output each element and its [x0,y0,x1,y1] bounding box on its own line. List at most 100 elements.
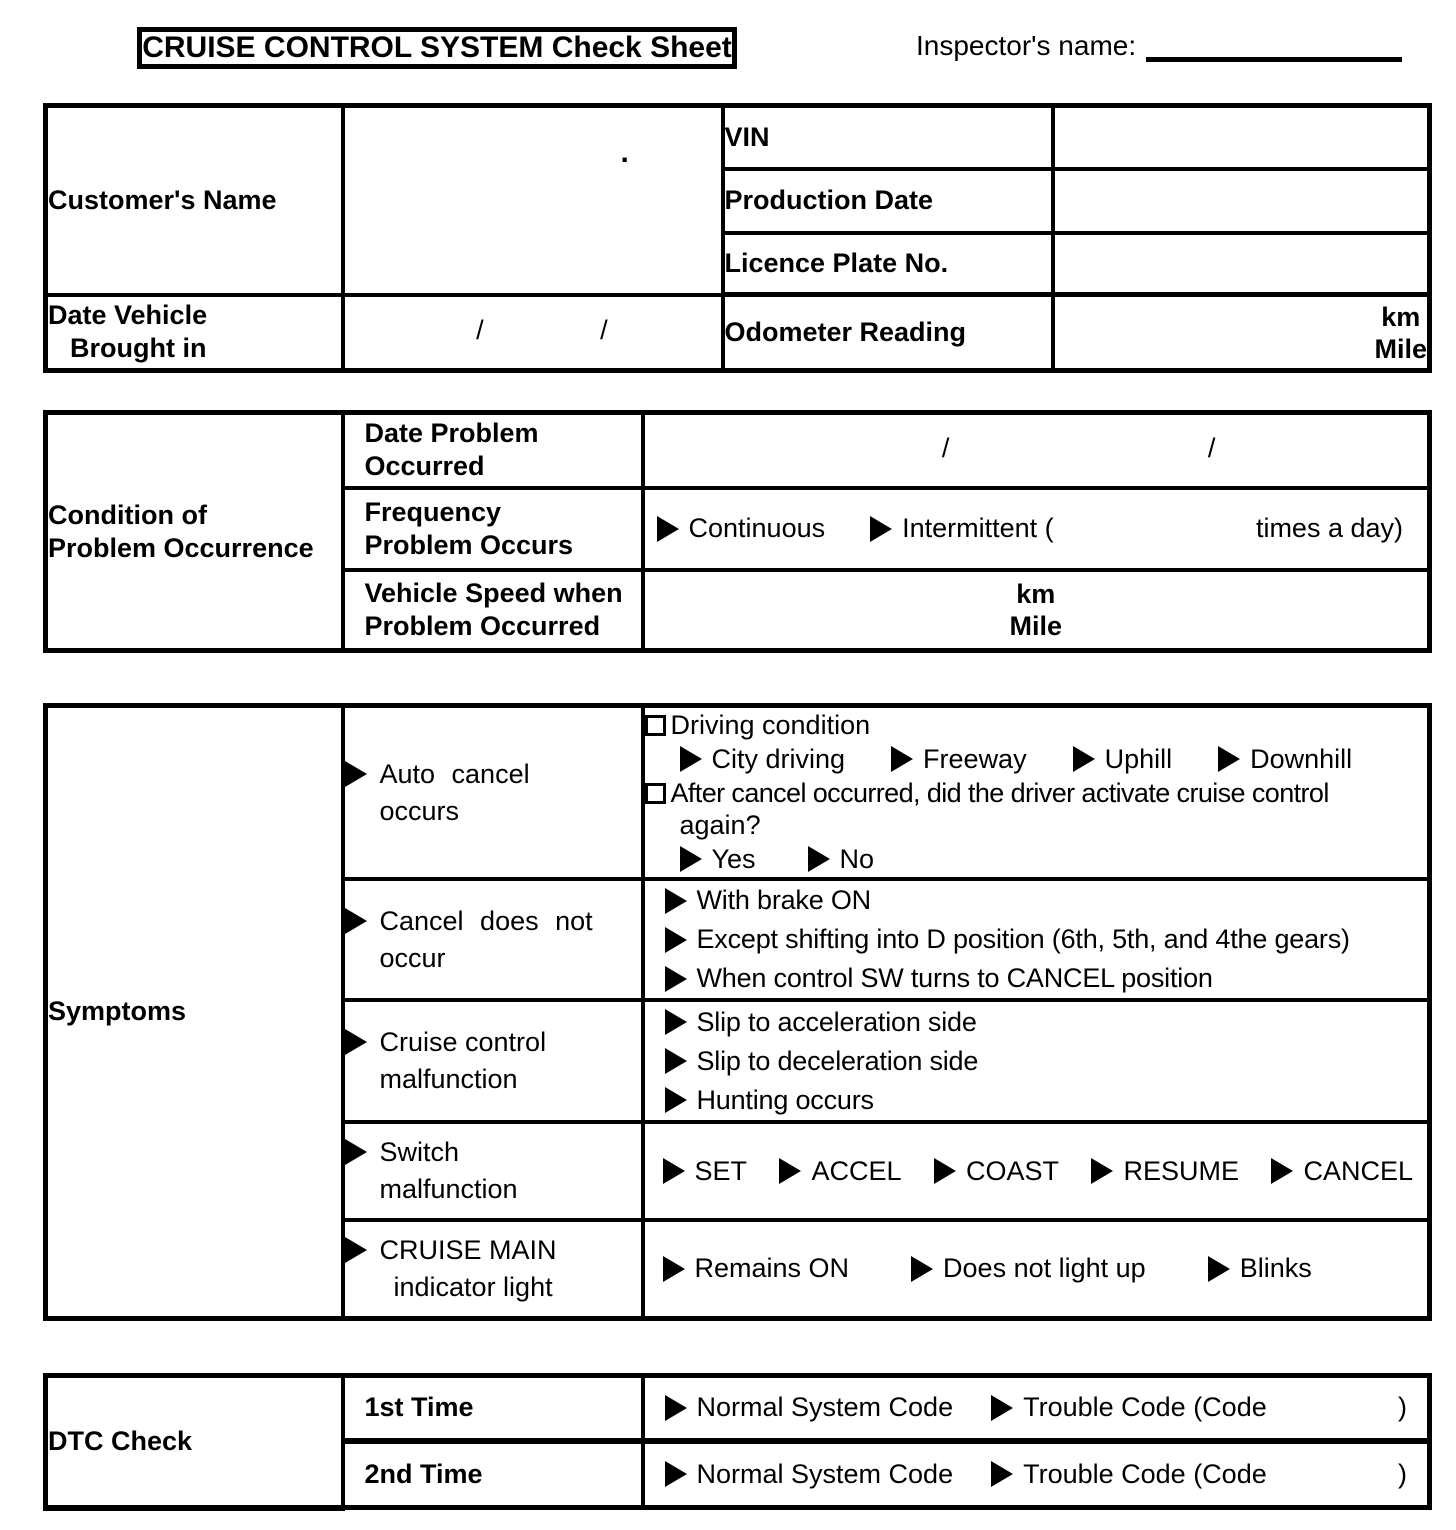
customer-name-value-cell: . [340,103,725,297]
option-continuous: Continuous [656,513,825,544]
triangle-marker-icon [679,846,702,872]
option-city-driving: City driving [679,744,845,775]
option-freeway: Freeway [891,744,1027,775]
vin-row: Customer's Name . VIN [43,103,1432,297]
option-hunting-occurs: Hunting occurs [664,1081,1426,1119]
date-problem-value-cell: / / [640,410,1432,490]
triangle-marker-icon [1218,746,1241,772]
dtc-2nd-time-label: 2nd Time [340,1438,645,1510]
speed-units: km Mile [1009,578,1062,642]
trouble-code-close-paren: ) [1398,1458,1407,1489]
triangle-marker-icon [1091,1158,1114,1184]
cruise-control-malfunction-label: Cruise control malfunction [340,998,645,1124]
switch-malfunction-label: Switch malfunction [340,1120,645,1222]
option-slip-deceleration: Slip to deceleration side [664,1042,1426,1081]
date-separator: / [1207,433,1216,464]
triangle-marker-icon [991,1461,1014,1488]
triangle-marker-icon [346,1029,367,1055]
option-set: SET [662,1156,747,1187]
option-accel: ACCEL [779,1156,902,1187]
dtc-check-section-label: DTC Check [43,1373,345,1511]
stray-mark: . [620,136,629,169]
licence-plate-row: Licence Plate No. [46,230,1432,297]
licence-plate-value-cell [1050,230,1432,297]
triangle-marker-icon [664,887,687,914]
triangle-marker-icon [346,1236,367,1263]
option-uphill: Uphill [1072,744,1172,775]
vin-value-cell [1050,103,1432,171]
cruise-control-malfunction-options-cell: Slip to acceleration side Slip to decele… [640,998,1432,1124]
vehicle-info-table: Customer's Name . VIN Production Date Li… [43,103,1432,373]
triangle-marker-icon [346,760,367,787]
form-title-text: CRUISE CONTROL SYSTEM Check Sheet [142,31,732,64]
frequency-options-cell: Continuous Intermittent ( times a day) [640,485,1432,572]
frequency-row: Frequency Problem Occurs Continuous Inte… [46,485,1432,572]
cancel-does-not-occur-label: Cancel does not occur [340,877,645,1002]
dtc-1st-time-options-cell: Normal System Code Trouble Code (Code ) [640,1373,1432,1444]
times-a-day-suffix: times a day) [1255,513,1403,543]
frequency-label: Frequency Problem Occurs [340,485,645,572]
checkbox-icon [646,782,666,804]
auto-cancel-options-cell: Driving condition City driving Freeway U… [640,703,1432,881]
vin-label: VIN [720,103,1055,171]
cancel-does-not-occur-row: Cancel does not occur With brake ON Exce… [46,877,1432,1002]
option-remains-on: Remains ON [662,1253,849,1284]
condition-section-label: Condition of Problem Occurrence [43,410,345,653]
date-separator: / [600,315,608,346]
triangle-marker-icon [664,965,687,992]
triangle-marker-icon [664,1394,687,1421]
triangle-marker-icon [662,1255,685,1282]
option-trouble-code: Trouble Code (Code [991,1392,1267,1423]
production-date-value-cell [1050,166,1432,235]
odometer-value-cell: km Mile [1050,292,1432,373]
option-intermittent: Intermittent ( [870,513,1054,544]
question-continuation: again? [679,810,761,840]
date-brought-label: Date Vehicle Brought in [43,292,345,373]
date-separator: / [941,433,950,464]
triangle-marker-icon [933,1158,956,1184]
trouble-code-close-paren: ) [1398,1392,1407,1423]
option-no: No [807,844,874,875]
dtc-first-time-row: DTC Check 1st Time Normal System Code Tr… [43,1373,1432,1511]
inspector-name-blank-line [1146,28,1403,62]
cruise-main-indicator-label: CRUISE MAIN indicator light [340,1218,645,1320]
option-does-not-light-up: Does not light up [911,1253,1146,1284]
switch-malfunction-options-cell: SET ACCEL COAST RESUME CANCEL [640,1120,1432,1222]
vehicle-speed-row: Vehicle Speed when Problem Occurred km M… [46,567,1432,653]
option-trouble-code: Trouble Code (Code [991,1459,1267,1490]
unit-mile: Mile [1009,610,1062,641]
licence-plate-label: Licence Plate No. [720,230,1055,297]
option-resume: RESUME [1091,1156,1239,1187]
odometer-units: km Mile [1374,301,1425,365]
triangle-marker-icon [991,1394,1014,1421]
production-date-row: Production Date [46,166,1432,235]
switch-malfunction-row: Switch malfunction SET ACCEL COAST [46,1120,1432,1222]
condition-table: Condition of Problem Occurrence Date Pro… [43,410,1432,653]
inspector-name-label: Inspector's name: [916,30,1137,61]
dtc-2nd-time-options-cell: Normal System Code Trouble Code (Code ) [640,1438,1432,1510]
customer-name-label: Customer's Name [43,103,345,297]
option-normal-system-code: Normal System Code [664,1459,953,1490]
cancel-does-not-occur-options-cell: With brake ON Except shifting into D pos… [640,877,1432,1002]
triangle-marker-icon [911,1255,934,1282]
date-problem-label: Date Problem Occurred [340,410,645,490]
triangle-marker-icon [346,1139,367,1165]
option-except-shifting-d: Except shifting into D position (6th, 5t… [664,920,1426,959]
triangle-marker-icon [346,907,367,934]
option-control-sw-cancel: When control SW turns to CANCEL position [664,959,1426,996]
triangle-marker-icon [1207,1255,1230,1282]
triangle-marker-icon [664,926,687,953]
unit-km: km [1016,578,1056,609]
option-coast: COAST [933,1156,1059,1187]
dtc-check-table: DTC Check 1st Time Normal System Code Tr… [43,1373,1432,1511]
dtc-second-time-row: 2nd Time Normal System Code Trouble Code… [46,1438,1432,1510]
option-cancel: CANCEL [1271,1156,1413,1187]
option-downhill: Downhill [1218,744,1352,775]
form-title: CRUISE CONTROL SYSTEM Check Sheet [137,27,737,69]
triangle-marker-icon [1072,746,1095,772]
date-brought-value-cell: / / [340,292,725,373]
triangle-marker-icon [779,1158,802,1184]
date-brought-row: Date Vehicle Brought in / / Odometer Rea… [43,292,1432,373]
auto-cancel-label: Auto cancel occurs [340,703,645,881]
